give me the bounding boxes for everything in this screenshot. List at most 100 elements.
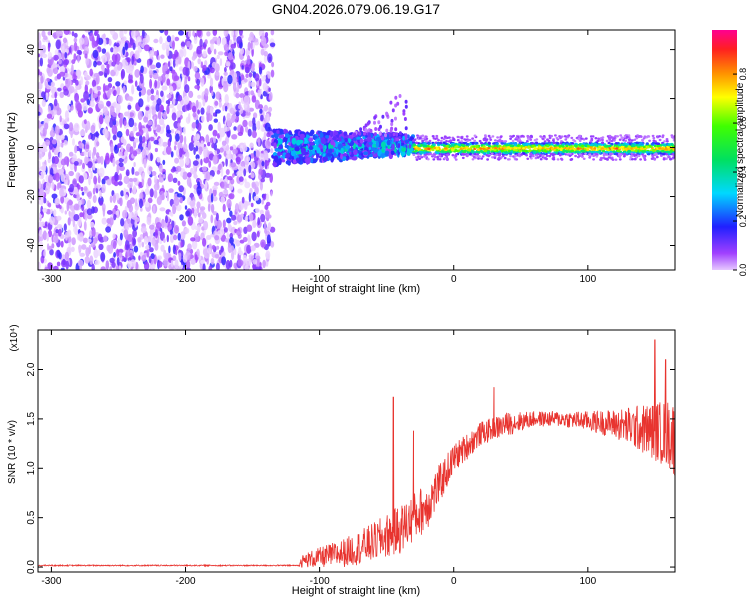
spectrogram-cell xyxy=(260,213,266,223)
spectrogram-cell xyxy=(172,97,176,106)
spectrogram-cell xyxy=(93,89,98,94)
spectrogram-cell xyxy=(490,145,495,148)
spectrogram-cell xyxy=(451,148,455,152)
spectrogram-cell xyxy=(196,134,200,141)
spectrogram-cell xyxy=(89,68,93,77)
spectrogram-cell xyxy=(559,148,564,152)
spectrogram-cell xyxy=(41,91,46,98)
spectrogram-cell xyxy=(59,71,66,77)
spectrogram-cell xyxy=(67,217,71,226)
spectrogram-cell xyxy=(59,187,64,198)
spectrogram-cell xyxy=(95,152,100,159)
spectrogram-cell xyxy=(169,229,173,235)
spectrogram-cell xyxy=(41,173,44,179)
spectrogram-cell xyxy=(473,134,477,137)
spectrogram-cell xyxy=(263,104,269,112)
spectrogram-cell xyxy=(40,44,47,55)
spectrogram-cell xyxy=(605,151,609,154)
spectrogram-cell xyxy=(139,192,144,201)
spectrogram-cell xyxy=(89,221,95,228)
spectrogram-cell xyxy=(128,117,135,128)
spectrogram-cell xyxy=(522,143,526,146)
spectrogram-cell xyxy=(451,154,455,157)
spectrogram-cell xyxy=(210,258,215,265)
spectrogram-cell xyxy=(569,145,573,149)
spectrogram-cell xyxy=(73,161,79,166)
spectrogram-cell xyxy=(222,203,226,213)
spectrogram-cell xyxy=(58,228,62,237)
spectrogram-cell xyxy=(73,53,77,62)
spectrogram-cell xyxy=(112,157,116,167)
spectrogram-cell xyxy=(358,131,362,136)
spectrogram-cell xyxy=(272,128,277,134)
spectrogram-cell xyxy=(234,203,239,213)
spectrogram-cell xyxy=(246,55,251,65)
spectrogram-cell xyxy=(123,187,127,197)
spectrogram-cell xyxy=(124,194,129,200)
spectrogram-cell xyxy=(154,229,158,239)
spectrogram-cell xyxy=(311,149,315,154)
spectrogram-cell xyxy=(656,142,661,145)
spectrogram-cell xyxy=(619,134,623,137)
spectrogram-cell xyxy=(104,72,108,78)
spectrogram-cell xyxy=(525,154,528,157)
spectrogram-cell xyxy=(91,263,95,270)
spectrogram-cell xyxy=(368,146,371,151)
spectrogram-cell xyxy=(214,253,220,259)
spectrogram-cell xyxy=(43,250,46,257)
spectrogram-cell xyxy=(556,142,560,145)
spectrogram-cell xyxy=(246,244,252,254)
spectrogram-cell xyxy=(601,138,604,142)
spectrogram-cell xyxy=(425,156,429,159)
spectrogram-cell xyxy=(140,207,143,212)
spectrogram-cell xyxy=(264,122,271,132)
spectrogram-cell xyxy=(53,156,59,165)
spectrogram-cell xyxy=(555,136,559,140)
spectrogram-cell xyxy=(53,109,58,115)
spectrogram-cell xyxy=(621,137,624,140)
spectrogram-cell xyxy=(266,234,271,244)
spectrogram-cell xyxy=(582,138,586,141)
spectrogram-cell xyxy=(471,137,474,140)
spectrogram-cell xyxy=(404,126,408,131)
spectrogram-cell xyxy=(210,214,214,224)
spectrogram-cell xyxy=(172,255,177,261)
spectrogram-cell xyxy=(560,157,563,160)
spectrogram-cell xyxy=(485,154,489,157)
spectrogram-cell xyxy=(60,195,65,204)
spectrogram-cell xyxy=(109,257,115,264)
spectrogram-cell xyxy=(77,218,82,227)
spectrogram-cell xyxy=(170,259,174,268)
spectrogram-cell xyxy=(154,118,157,128)
spectrogram-cell xyxy=(278,134,283,139)
spectrogram-cell xyxy=(47,202,52,208)
spectrogram-cell xyxy=(268,106,273,113)
spectrogram-cell xyxy=(166,35,172,43)
spectrogram-cell xyxy=(38,32,41,41)
spectrogram-cell xyxy=(236,86,240,93)
spectrogram-cell xyxy=(363,131,366,136)
spectrogram-cell xyxy=(403,117,407,121)
spectrogram-cell xyxy=(78,175,84,184)
spectrogram-cell xyxy=(477,157,480,160)
spectrogram-cell xyxy=(392,132,396,137)
spectrogram-cell xyxy=(49,129,56,138)
spectrogram-cell xyxy=(589,146,593,149)
spectrogram-cell xyxy=(179,49,184,59)
spectrogram-cell xyxy=(390,150,395,155)
spectrogram-cell xyxy=(133,245,139,253)
spectrogram-cell xyxy=(211,61,217,68)
spectrogram-cell xyxy=(146,244,150,250)
spectrogram-cell xyxy=(201,115,205,122)
spectrogram-cell xyxy=(210,105,214,115)
spectrogram-cell xyxy=(392,143,395,151)
spectrogram-cell xyxy=(143,44,150,52)
spectrogram-cell xyxy=(466,148,471,152)
spectrogram-cell xyxy=(524,146,528,149)
spectrogram-cell xyxy=(185,157,190,166)
spectrogram-cell xyxy=(267,214,272,219)
spectrogram-cell xyxy=(314,139,320,145)
spectrogram-cell xyxy=(118,265,122,270)
spectrogram-cell xyxy=(244,181,251,189)
spectrogram-cell xyxy=(187,76,191,82)
